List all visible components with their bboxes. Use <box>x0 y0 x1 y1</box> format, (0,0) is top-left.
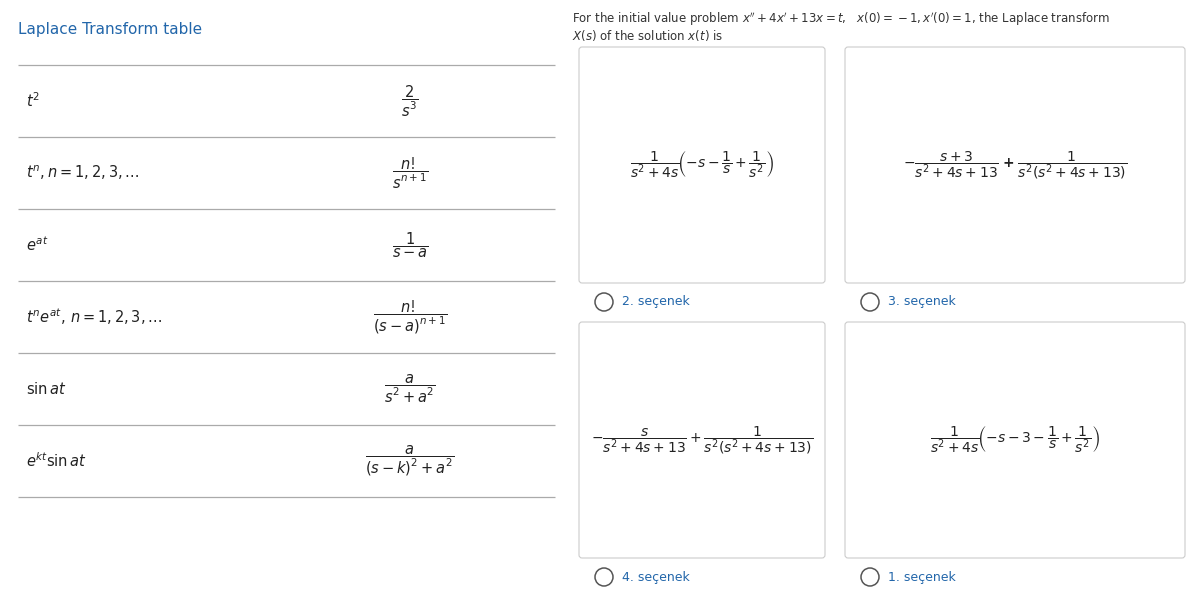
Circle shape <box>862 293 878 311</box>
Text: 4. seçenek: 4. seçenek <box>622 570 690 584</box>
Text: $t^n e^{at},\, n = 1, 2, 3, \ldots$: $t^n e^{at},\, n = 1, 2, 3, \ldots$ <box>26 307 163 328</box>
Text: $t^n, n = 1, 2, 3, \ldots$: $t^n, n = 1, 2, 3, \ldots$ <box>26 163 140 182</box>
FancyBboxPatch shape <box>580 322 826 558</box>
Text: $X(s)$ of the solution $x(t)$ is: $X(s)$ of the solution $x(t)$ is <box>572 28 724 43</box>
Text: $\dfrac{n!}{(s-a)^{n+1}}$: $\dfrac{n!}{(s-a)^{n+1}}$ <box>373 298 448 336</box>
Text: $-\dfrac{s+3}{s^2+4s+13}\;\mathbf{+}\;\dfrac{1}{s^2(s^2+4s+13)}$: $-\dfrac{s+3}{s^2+4s+13}\;\mathbf{+}\;\d… <box>902 149 1127 181</box>
FancyBboxPatch shape <box>845 47 1186 283</box>
Text: $-\dfrac{s}{s^2+4s+13} + \dfrac{1}{s^2(s^2+4s+13)}$: $-\dfrac{s}{s^2+4s+13} + \dfrac{1}{s^2(s… <box>590 424 814 456</box>
Text: $\dfrac{1}{s-a}$: $\dfrac{1}{s-a}$ <box>391 230 428 260</box>
Circle shape <box>595 568 613 586</box>
Text: Laplace Transform table: Laplace Transform table <box>18 22 202 37</box>
Text: $\dfrac{1}{s^2+4s}\!\left(-s - \dfrac{1}{s} + \dfrac{1}{s^2}\right)$: $\dfrac{1}{s^2+4s}\!\left(-s - \dfrac{1}… <box>630 149 774 181</box>
Text: $\dfrac{a}{s^2+a^2}$: $\dfrac{a}{s^2+a^2}$ <box>384 373 436 405</box>
Text: 3. seçenek: 3. seçenek <box>888 295 955 309</box>
Text: $\dfrac{a}{(s-k)^2+a^2}$: $\dfrac{a}{(s-k)^2+a^2}$ <box>366 444 455 478</box>
Text: $\dfrac{1}{s^2+4s}\!\left(-s - 3 - \dfrac{1}{s} + \dfrac{1}{s^2}\right)$: $\dfrac{1}{s^2+4s}\!\left(-s - 3 - \dfra… <box>930 425 1100 456</box>
Text: $\dfrac{2}{s^3}$: $\dfrac{2}{s^3}$ <box>401 84 419 118</box>
FancyBboxPatch shape <box>580 47 826 283</box>
Text: $\dfrac{n!}{s^{n+1}}$: $\dfrac{n!}{s^{n+1}}$ <box>392 156 428 191</box>
FancyBboxPatch shape <box>845 322 1186 558</box>
Text: $\sin at$: $\sin at$ <box>26 381 66 397</box>
Text: $e^{at}$: $e^{at}$ <box>26 235 48 254</box>
Text: $t^2$: $t^2$ <box>26 92 41 110</box>
Text: 2. seçenek: 2. seçenek <box>622 295 690 309</box>
Text: $e^{kt}\sin at$: $e^{kt}\sin at$ <box>26 451 86 470</box>
Text: For the initial value problem $x''+4x'+13x = t$,   $x(0) = -1, x'(0) = 1$, the L: For the initial value problem $x''+4x'+1… <box>572 10 1110 27</box>
Circle shape <box>862 568 878 586</box>
Text: 1. seçenek: 1. seçenek <box>888 570 955 584</box>
Circle shape <box>595 293 613 311</box>
